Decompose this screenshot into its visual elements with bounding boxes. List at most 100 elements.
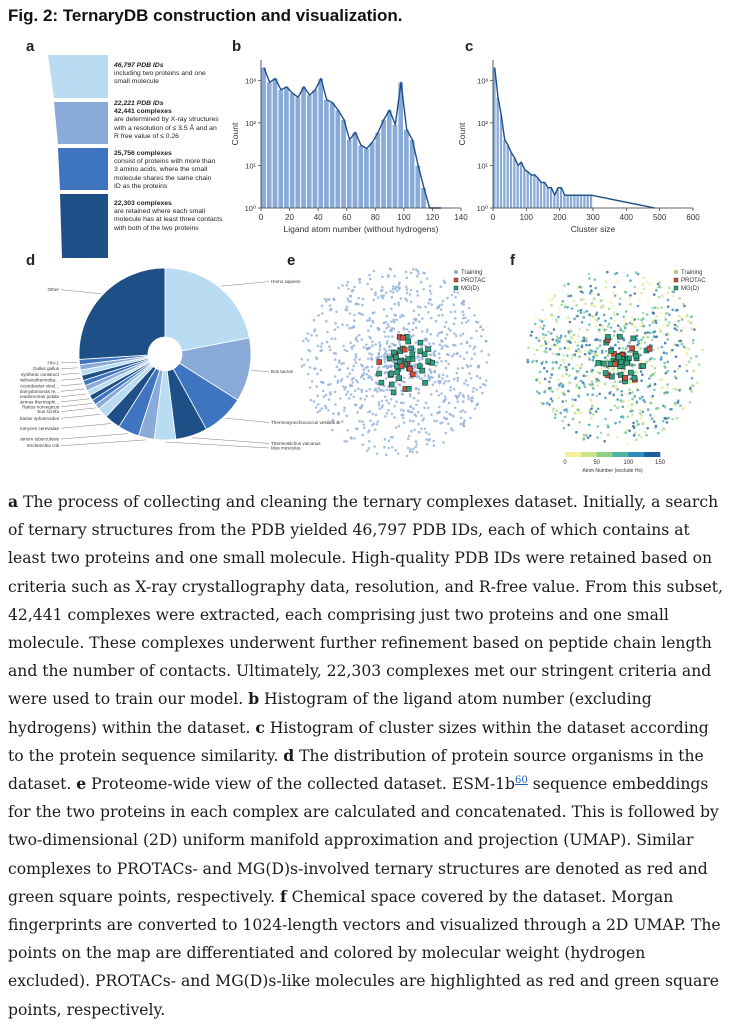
scatter-point [566,306,569,309]
scatter-point [552,315,555,319]
scatter-point [624,310,628,313]
scatter-point [430,303,434,306]
scatter-point [635,370,639,374]
scatter-point [438,405,441,409]
scatter-point [353,358,357,362]
highlight-square [421,351,428,358]
scatter-point [418,377,422,380]
pie-leader-line [225,417,270,423]
highlight-square [388,371,395,377]
scatter-point [437,331,441,335]
scatter-point [359,406,363,410]
scatter-point [665,311,669,315]
scatter-point [376,367,380,371]
scatter-point [470,336,473,340]
scatter-point [582,383,586,386]
scatter-point [653,366,657,370]
scatter-point [578,386,581,390]
scatter-point [300,365,304,368]
legend-label: Training [681,270,702,276]
scatter-point [636,272,640,276]
scatter-point [576,371,580,374]
scatter-point [596,338,599,341]
scatter-point [380,289,383,293]
scatter-point [428,289,432,292]
scatter-point [633,318,636,321]
y-tick-label: 10³ [245,76,256,85]
scatter-point [457,394,461,398]
scatter-point [657,407,660,410]
scatter-point [395,289,399,293]
histogram-bar [522,169,526,209]
scatter-point [649,282,653,285]
scatter-point [635,419,639,423]
scatter-point [371,340,374,343]
scatter-point [672,290,675,294]
scatter-point [571,336,574,340]
scatter-point [409,405,413,409]
scatter-point [633,292,637,295]
scatter-point [416,305,420,308]
scatter-point [692,369,696,372]
scatter-point [355,427,359,430]
scatter-point [555,409,559,413]
scatter-point [622,338,626,342]
scatter-point [559,411,562,415]
scatter-point [641,395,644,399]
scatter-point [556,335,559,338]
scatter-point [309,398,313,402]
scatter-point [448,412,451,416]
scatter-point [614,421,617,425]
scatter-point [480,334,483,338]
scatter-point [563,361,566,364]
scatter-point [654,306,657,309]
scatter-point [446,296,449,300]
scatter-point [472,386,475,390]
scatter-point [612,393,615,397]
highlight-square [386,355,393,362]
scatter-point [381,275,384,279]
scatter-point [383,438,387,441]
scatter-point [399,297,403,300]
scatter-point [673,327,677,330]
scatter-point [596,407,600,411]
scatter-point [652,348,655,351]
scatter-point [604,417,607,421]
legend-marker [454,270,458,274]
scatter-point [404,270,408,274]
pie-leader-line [60,414,101,419]
scatter-point [583,385,587,389]
scatter-point [587,376,591,379]
scatter-point [487,353,490,356]
scatter-point [473,407,477,410]
scatter-point [662,404,665,407]
pie-slice [164,267,250,352]
scatter-point [328,391,332,394]
scatter-point [389,268,393,271]
histogram-bar [289,92,295,209]
scatter-point [342,409,346,412]
scatter-point [349,436,353,439]
scatter-point [433,419,436,423]
histogram-bar [562,194,566,209]
pie-leader-line [60,439,146,446]
colorbar-tick-label: 150 [655,460,666,466]
scatter-point [599,299,603,303]
scatter-point [368,352,371,355]
scatter-point [551,399,554,403]
highlight-square [405,338,411,345]
scatter-point [367,430,370,434]
histogram-bar [317,78,324,209]
pie-slice-label: Homo sapiens [271,279,301,284]
scatter-point [395,318,398,321]
scatter-point [535,336,538,340]
pie-leader-line [251,370,270,372]
scatter-point [348,312,352,315]
scatter-point [553,295,556,298]
scatter-point [402,314,405,318]
scatter-point [559,336,562,340]
scatter-point [384,377,388,380]
scatter-point [334,403,337,406]
reference-link-60[interactable]: 60 [515,774,528,786]
